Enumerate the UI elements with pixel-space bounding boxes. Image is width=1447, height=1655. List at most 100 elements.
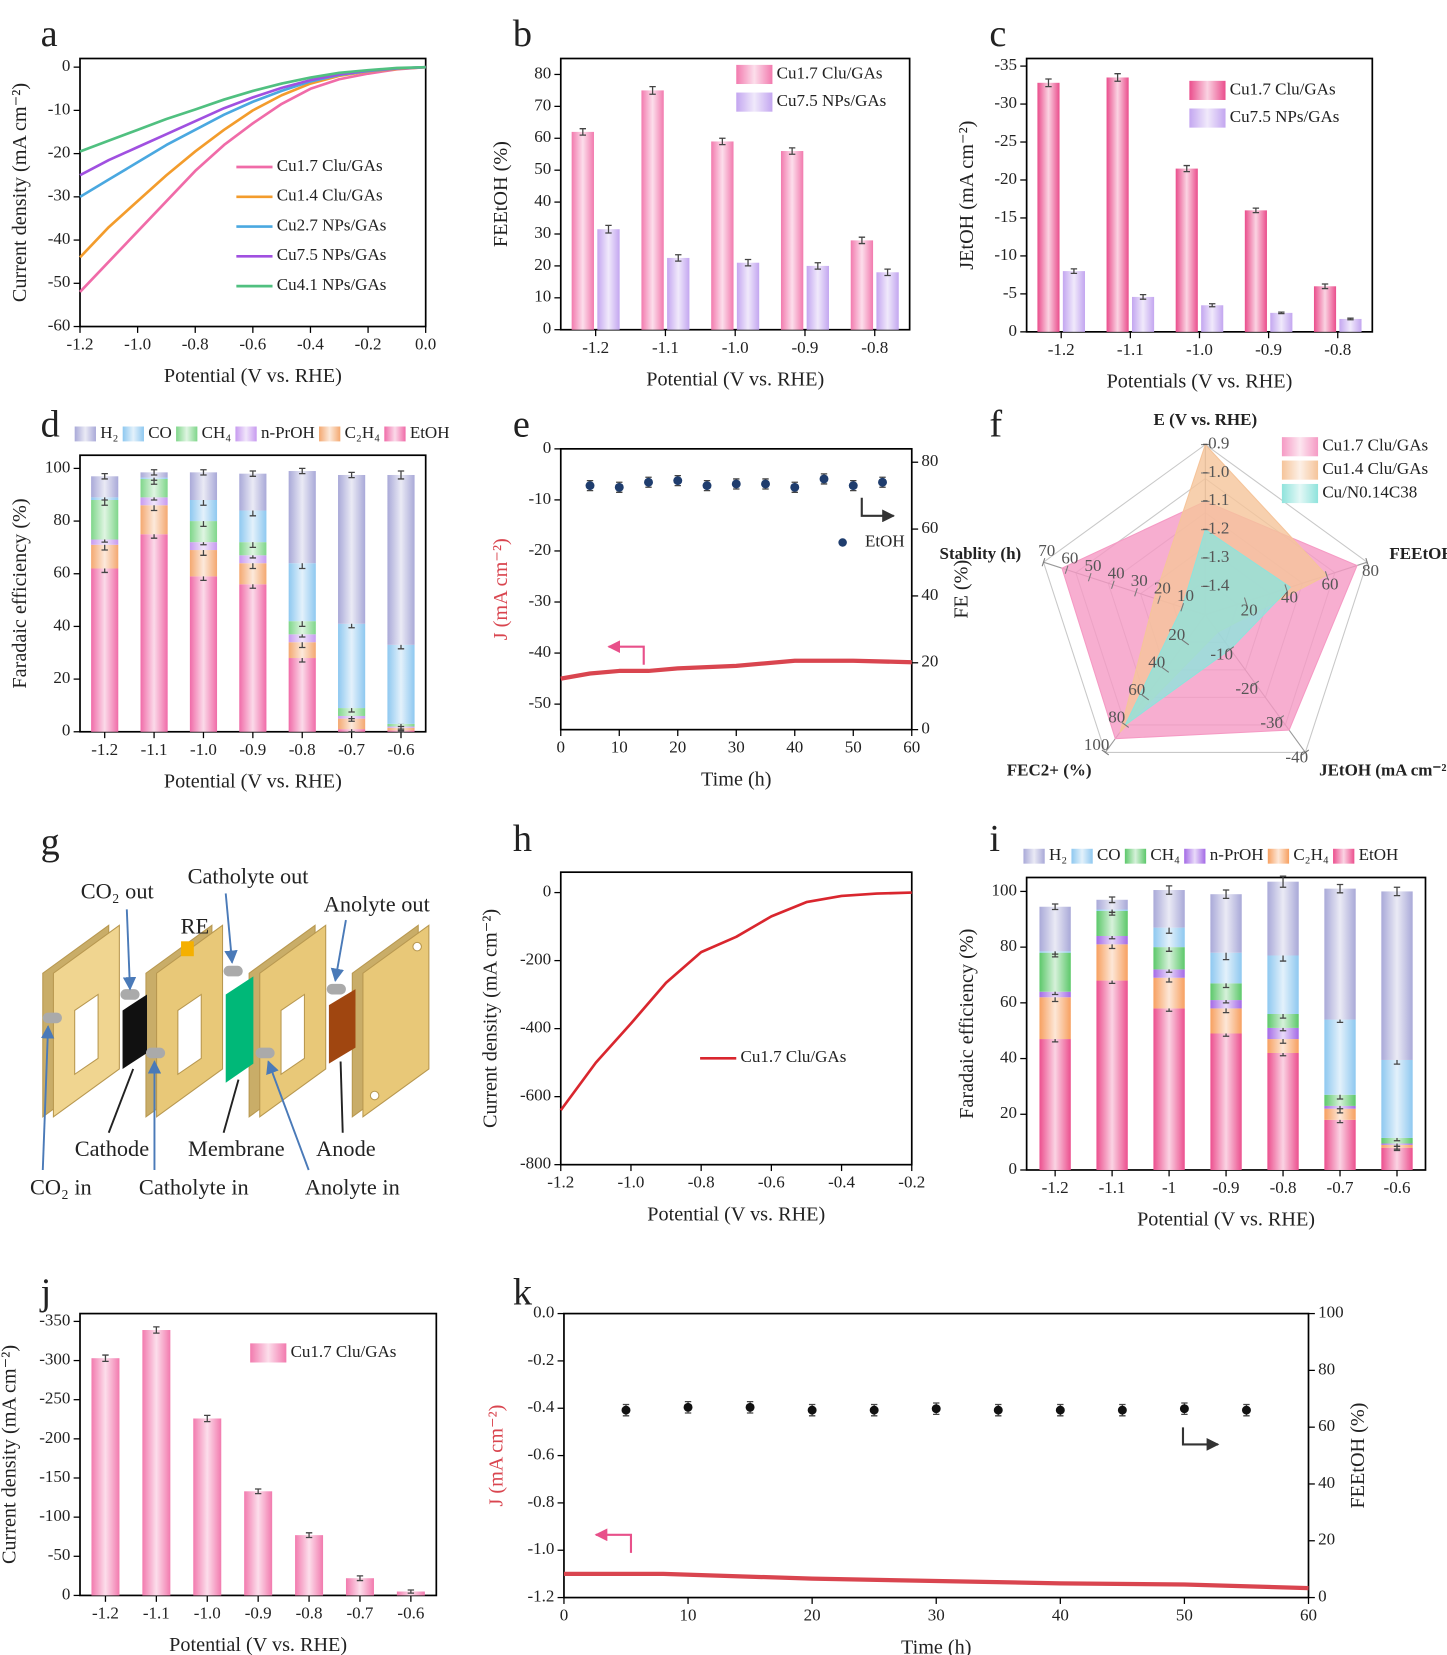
x-tick-label: -0.6 — [1384, 1178, 1411, 1197]
y-axis-label: J (mA cm⁻²) — [490, 538, 512, 640]
bar-segment — [189, 500, 218, 522]
legend-swatch — [1267, 848, 1290, 864]
label: Membrane — [188, 1136, 285, 1161]
data-point — [1117, 1405, 1127, 1415]
x-tick-label: -1.1 — [1099, 1178, 1126, 1197]
bar-segment — [1210, 1000, 1242, 1009]
panel: b 0 10 20 30 40 50 60 70 80 -1.2 -1.1 -1.0 -0.9 -0.8 Po… — [490, 13, 911, 390]
data-point — [1241, 1405, 1251, 1415]
error-bar — [788, 147, 796, 155]
legend-label: CO — [1097, 845, 1121, 864]
x-tick-label: 10 — [611, 738, 628, 757]
x-tick-label: 20 — [804, 1606, 821, 1625]
legend-label: Cu1.4 Clu/GAs — [277, 186, 383, 205]
legend-swatch — [176, 426, 198, 442]
pipes — [42, 965, 346, 1059]
anode — [328, 989, 356, 1064]
bar-segment — [1096, 935, 1128, 945]
panel-letter: i — [989, 818, 1000, 860]
x-tick-label: -0.4 — [828, 1173, 855, 1192]
x-axis-label: Potential (V vs. RHE) — [164, 365, 342, 387]
bar — [667, 257, 690, 330]
bar — [1106, 77, 1129, 332]
bar-segment — [1096, 899, 1128, 910]
legend-swatch — [319, 426, 341, 442]
data-point — [931, 1404, 941, 1414]
y-axis-label: Current density (mA cm⁻²) — [0, 1345, 21, 1564]
x-tick-label: -0.2 — [355, 335, 382, 354]
y-tick-label: 20 — [1000, 1103, 1017, 1122]
radar-tick — [1276, 715, 1285, 721]
radar-axis-label: FEC2+ (%) — [1007, 760, 1092, 779]
y-tick-label: -0.6 — [527, 1444, 554, 1463]
legend-label: Cu7.5 NPs/GAs — [1230, 107, 1340, 126]
bar-segment — [1324, 888, 1356, 1020]
y2-tick-label: 40 — [1318, 1473, 1335, 1492]
legend-label: H₂ — [100, 423, 118, 442]
x-tick-label: -0.4 — [297, 335, 324, 354]
error-bar — [675, 254, 682, 262]
error-bar — [605, 224, 612, 234]
x-tick-label: -0.9 — [245, 1603, 272, 1622]
data-line — [79, 65, 426, 153]
bar-segment — [1324, 1094, 1356, 1106]
radar-tick-label: -30 — [1260, 713, 1283, 732]
error-bar — [744, 258, 752, 267]
y-tick-label: 60 — [53, 563, 70, 582]
y2-tick-label: 20 — [1318, 1530, 1335, 1549]
x-tick-label: -1.2 — [92, 1603, 119, 1622]
bar — [193, 1418, 222, 1596]
radar-tick-label: -1.2 — [1202, 519, 1229, 538]
error-bar — [1183, 164, 1190, 173]
bar-segment — [91, 568, 119, 732]
bar — [1313, 286, 1337, 332]
x-tick-label: -1.1 — [143, 1603, 170, 1622]
bar-segment — [338, 718, 366, 730]
bar-segment — [1267, 881, 1299, 956]
y-tick-label: -0.8 — [527, 1492, 554, 1511]
legend-label: Cu1.7 Clu/GAs — [277, 156, 383, 175]
y-tick-label: -10 — [48, 99, 71, 118]
bar-segment — [288, 563, 316, 622]
legend-swatch — [1184, 848, 1206, 864]
bar-segment — [387, 474, 415, 645]
radar-tick-label: 40 — [1108, 564, 1125, 583]
legend-label: Cu1.7 Clu/GAs — [1230, 79, 1336, 98]
bar-segment — [189, 521, 218, 543]
bar-segment — [1324, 1019, 1356, 1095]
legend-swatch — [74, 426, 96, 442]
data-point — [621, 1405, 631, 1415]
bar — [1339, 318, 1362, 332]
x-tick-label: -1 — [1162, 1178, 1176, 1197]
radar-tick — [1134, 588, 1138, 597]
y-tick-label: 0 — [62, 56, 71, 75]
y-tick-label: 20 — [534, 255, 551, 274]
radar-tick-label: -1.1 — [1202, 490, 1229, 509]
radar-tick-label: 60 — [1128, 680, 1145, 699]
radar-tick — [1087, 573, 1092, 582]
bar-segment — [239, 584, 267, 732]
y-tick-label: -150 — [39, 1467, 70, 1486]
x-tick-label: 30 — [728, 738, 745, 757]
bar-segment — [1039, 997, 1071, 1040]
data-point — [790, 482, 800, 492]
y2-tick-label: 80 — [1318, 1359, 1335, 1378]
error-bar — [348, 471, 355, 479]
plates — [42, 924, 430, 1118]
data-line — [79, 65, 426, 293]
error-bar — [397, 470, 405, 480]
y-tick-label: -25 — [994, 131, 1017, 150]
bar-segment — [1153, 947, 1185, 970]
x-tick-label: -1.2 — [547, 1173, 574, 1192]
bar-segment — [1210, 894, 1242, 953]
plot-frame — [563, 1312, 1310, 1599]
error-bar — [1209, 303, 1216, 308]
x-tick-label: -0.9 — [1255, 340, 1282, 359]
bar-segment — [1210, 983, 1242, 1001]
y-tick-label: -600 — [520, 1086, 551, 1105]
legend-swatch — [1124, 848, 1147, 864]
bar-segment — [1096, 980, 1128, 1170]
bar — [711, 141, 734, 330]
data-point — [878, 477, 887, 487]
y-tick-label: 80 — [53, 510, 70, 529]
